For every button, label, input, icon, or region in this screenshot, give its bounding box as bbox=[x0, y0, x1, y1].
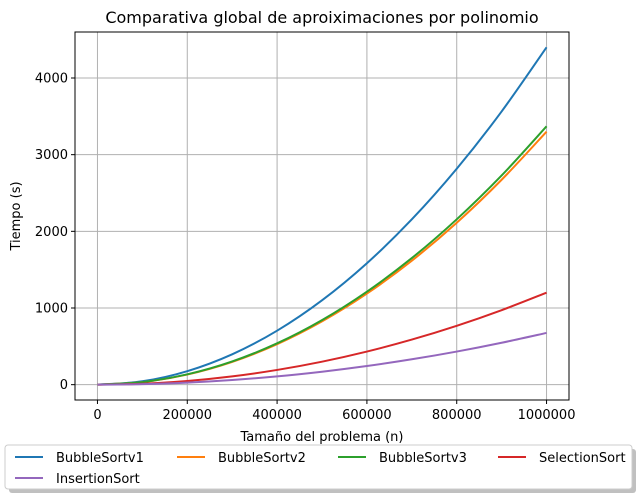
axis-ticks: 0 200000 400000 600000 800000 1000000 0 1000 200… bbox=[35, 72, 576, 424]
legend: BubbleSortv1 BubbleSortv2 BubbleSortv3 Sele… bbox=[4, 444, 636, 493]
y-tick-label: 0 bbox=[60, 378, 68, 393]
x-axis-label: Tamaño del problema (n) bbox=[240, 430, 404, 445]
legend-label: BubbleSortv2 bbox=[218, 451, 306, 466]
series-line-insertionsort bbox=[97, 331, 547, 386]
x-tick-label: 0 bbox=[93, 408, 101, 423]
legend-label: SelectionSort bbox=[539, 451, 626, 466]
plot-area-frame bbox=[74, 31, 570, 401]
series-line-bubblesortv3 bbox=[97, 125, 548, 386]
x-tick-label: 800000 bbox=[432, 408, 482, 423]
y-tick-label: 3000 bbox=[35, 148, 68, 163]
y-tick-label: 2000 bbox=[35, 225, 68, 240]
legend-box bbox=[4, 444, 633, 490]
x-tick-label: 600000 bbox=[342, 408, 392, 423]
y-axis-label: Tiempo (s) bbox=[9, 181, 24, 251]
x-tick-label: 400000 bbox=[252, 408, 302, 423]
chart-title: Comparativa global de aproiximaciones po… bbox=[105, 8, 538, 27]
legend-label: BubbleSortv3 bbox=[379, 451, 467, 466]
series-lines bbox=[97, 46, 548, 386]
y-tick-label: 4000 bbox=[35, 72, 68, 87]
series-line-bubblesortv1 bbox=[97, 46, 548, 386]
legend-label: BubbleSortv1 bbox=[56, 451, 144, 466]
legend-label: InsertionSort bbox=[56, 472, 140, 487]
series-line-selectionsort bbox=[97, 291, 547, 386]
y-tick-label: 1000 bbox=[35, 302, 68, 317]
x-tick-label: 200000 bbox=[162, 408, 212, 423]
x-tick-label: 1000000 bbox=[518, 408, 576, 423]
